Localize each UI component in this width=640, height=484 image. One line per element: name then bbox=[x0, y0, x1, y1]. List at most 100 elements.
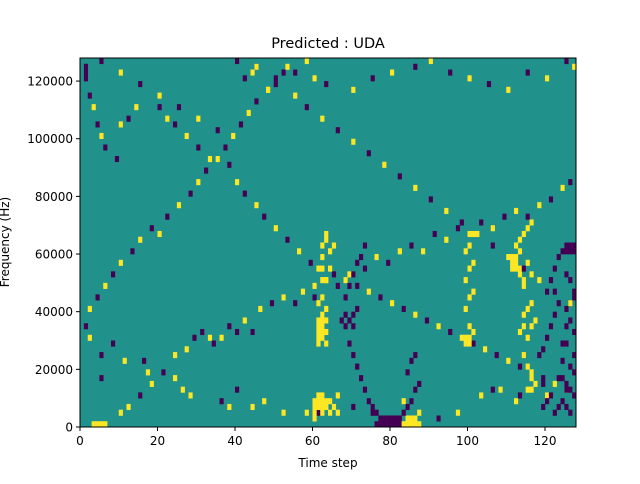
heatmap-cell bbox=[273, 81, 278, 88]
heatmap-cell bbox=[324, 317, 329, 324]
heatmap-cell bbox=[467, 230, 472, 238]
heatmap-cell bbox=[545, 75, 550, 82]
heatmap-cell bbox=[351, 323, 356, 330]
y-tick-label: 100000 bbox=[27, 132, 73, 146]
heatmap-cell bbox=[355, 363, 360, 370]
heatmap-cell bbox=[324, 403, 329, 411]
heatmap-cell bbox=[335, 127, 340, 134]
heatmap-cell bbox=[444, 236, 449, 243]
heatmap-cell bbox=[254, 202, 259, 209]
heatmap-cell bbox=[533, 317, 538, 324]
x-tick-label: 120 bbox=[534, 434, 557, 448]
y-tick-label: 40000 bbox=[35, 305, 73, 319]
heatmap-cell bbox=[362, 386, 368, 393]
heatmap-cell bbox=[397, 173, 402, 180]
heatmap-cell bbox=[517, 363, 523, 370]
heatmap-cell bbox=[355, 282, 360, 289]
heatmap-cell bbox=[293, 300, 298, 307]
heatmap-cell bbox=[479, 219, 484, 226]
heatmap-cell bbox=[517, 271, 523, 278]
heatmap-cell bbox=[320, 294, 325, 301]
heatmap-cell bbox=[564, 403, 569, 411]
heatmap-cell bbox=[568, 248, 573, 255]
heatmap-cell bbox=[192, 334, 197, 341]
heatmap-cell bbox=[525, 334, 530, 341]
heatmap-cell bbox=[99, 352, 104, 359]
heatmap-cell bbox=[374, 421, 379, 428]
heatmap-cell bbox=[521, 282, 526, 289]
heatmap-cell bbox=[401, 398, 406, 405]
heatmap-cell bbox=[564, 58, 569, 65]
heatmap-cell bbox=[514, 207, 519, 214]
heatmap-cell bbox=[370, 409, 375, 416]
heatmap-cell bbox=[548, 196, 554, 203]
heatmap-cell bbox=[188, 392, 193, 399]
heatmap-cell bbox=[312, 409, 317, 416]
heatmap-cell bbox=[95, 121, 100, 128]
heatmap-cell bbox=[525, 363, 530, 370]
heatmap-cell bbox=[517, 392, 523, 399]
heatmap-cell bbox=[467, 265, 472, 272]
heatmap-cell bbox=[351, 352, 356, 359]
heatmap-cell bbox=[560, 340, 565, 347]
x-tick-label: 0 bbox=[76, 434, 84, 448]
heatmap-cell bbox=[568, 386, 573, 393]
heatmap-cell bbox=[401, 305, 406, 312]
heatmap-cell bbox=[207, 156, 213, 163]
heatmap-cell bbox=[83, 323, 89, 330]
heatmap-cell bbox=[483, 346, 488, 353]
heatmap-cell bbox=[459, 219, 464, 226]
heatmap-cell bbox=[572, 288, 577, 295]
heatmap-cell bbox=[173, 375, 178, 382]
heatmap-cell bbox=[95, 421, 100, 428]
heatmap-cell bbox=[250, 403, 255, 411]
heatmap-cell bbox=[316, 340, 321, 347]
heatmap-cell bbox=[99, 58, 104, 65]
heatmap-cell bbox=[541, 346, 546, 353]
heatmap-cell bbox=[498, 386, 503, 393]
heatmap-cell bbox=[382, 161, 387, 168]
heatmap-cell bbox=[486, 81, 492, 88]
heatmap-cell bbox=[215, 156, 220, 163]
heatmap-cell bbox=[227, 161, 232, 168]
heatmap-cell bbox=[525, 386, 530, 393]
heatmap-cell bbox=[393, 415, 399, 422]
heatmap-cell bbox=[285, 63, 290, 70]
heatmap-cell bbox=[475, 230, 480, 238]
heatmap-cell bbox=[235, 386, 240, 393]
heatmap-cell bbox=[564, 380, 569, 387]
x-tick-label: 20 bbox=[150, 434, 165, 448]
heatmap-cell bbox=[405, 415, 410, 422]
heatmap-cell bbox=[316, 409, 321, 416]
heatmap-cell bbox=[521, 323, 526, 330]
heatmap-cell bbox=[273, 75, 278, 82]
heatmap-cell bbox=[490, 242, 495, 249]
heatmap-cell bbox=[324, 81, 329, 88]
heatmap-cell bbox=[351, 271, 356, 278]
heatmap-cell bbox=[320, 265, 325, 272]
heatmap-cell bbox=[502, 213, 507, 220]
heatmap-cell bbox=[138, 392, 143, 399]
heatmap-cell bbox=[103, 282, 108, 289]
heatmap-cell bbox=[455, 409, 461, 416]
heatmap-cell bbox=[343, 323, 348, 330]
heatmap-cell bbox=[308, 259, 313, 266]
heatmap-cell bbox=[541, 380, 546, 387]
heatmap-cell bbox=[320, 323, 325, 330]
heatmap-cell bbox=[525, 69, 530, 76]
heatmap-cell bbox=[227, 323, 232, 330]
heatmap-cell bbox=[83, 63, 89, 70]
heatmap-cell bbox=[126, 403, 131, 411]
heatmap-cell bbox=[312, 75, 317, 82]
heatmap-cell bbox=[467, 340, 472, 347]
heatmap-cell bbox=[510, 259, 515, 266]
plot-frame bbox=[79, 57, 577, 428]
heatmap-cell bbox=[390, 415, 395, 422]
heatmap-cell bbox=[405, 421, 410, 428]
heatmap-cell bbox=[386, 259, 391, 266]
heatmap-cell bbox=[541, 403, 546, 411]
heatmap-cell bbox=[436, 323, 441, 330]
heatmap-cell bbox=[118, 409, 123, 416]
heatmap-cell bbox=[281, 69, 286, 76]
heatmap-cell bbox=[514, 242, 519, 249]
